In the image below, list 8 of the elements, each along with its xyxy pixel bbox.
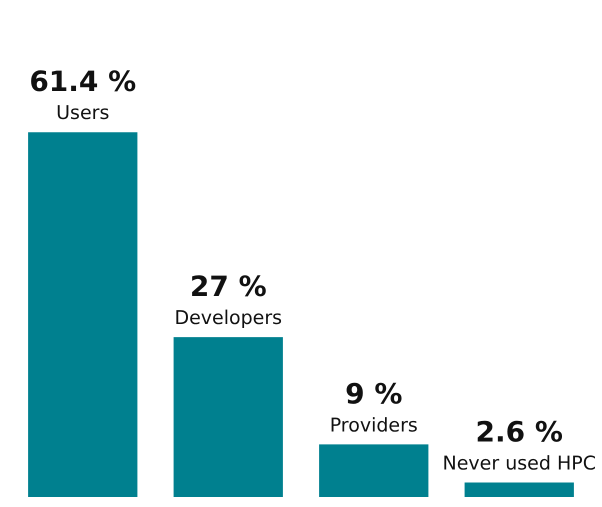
x-tick-label: Never used HPC — [442, 452, 596, 475]
x-tick-label: Users — [56, 102, 110, 124]
x-tick-label: Providers — [330, 414, 418, 436]
data-label: 9 % — [345, 377, 402, 410]
data-label: 27 % — [190, 270, 267, 304]
data-label: 2.6 % — [476, 416, 563, 449]
data-label: 61.4 % — [29, 65, 136, 98]
x-tick-label: Developers — [174, 307, 282, 330]
